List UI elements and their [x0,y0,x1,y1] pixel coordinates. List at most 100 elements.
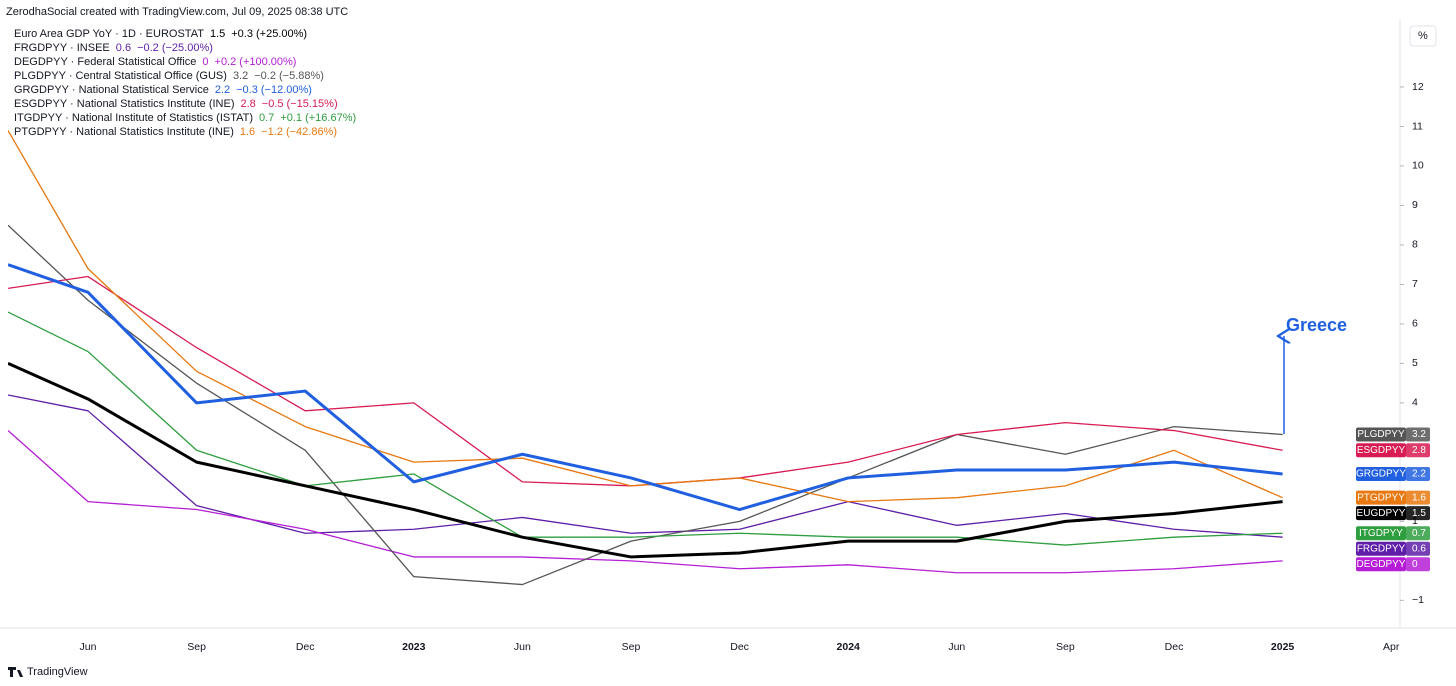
x-tick-label: Jun [948,641,965,653]
legend-description: ESGDPYY · National Statistics Institute … [14,98,234,110]
price-tag-value: 2.8 [1412,445,1426,456]
price-tag-name: ITGDPYY [1359,528,1403,539]
series-line [8,362,1283,559]
brand: TradingView [27,666,88,678]
unit-label: % [1418,30,1428,42]
x-tick-label: Jun [80,641,97,653]
y-tick-label: 8 [1412,239,1418,251]
legend-entry: Euro Area GDP YoY · 1D · EUROSTAT 1.5 +0.3… [14,28,307,40]
price-tag-name-box [1356,427,1406,442]
legend-value: 0 [202,56,208,68]
price-tag-value-box [1406,466,1430,481]
x-tick-label: 2025 [1271,641,1295,653]
price-tag-value: 2.2 [1412,469,1426,480]
legend-description: Euro Area GDP YoY · 1D · EUROSTAT [14,28,204,40]
legend-value: 2.8 [240,98,255,110]
x-tick-label: Apr [1383,641,1400,653]
price-tag-name: EUGDPYY [1357,508,1406,519]
legend-change: +0.3 (+25.00%) [231,28,307,40]
price-tag-name-box [1356,506,1406,521]
price-tag-value-box [1406,490,1430,505]
x-tick-label: Sep [187,641,206,653]
legend-change: +0.1 (+16.67%) [280,112,356,124]
legend-entry: ESGDPYY · National Statistics Institute … [14,98,338,110]
price-tag-value-box [1406,557,1430,572]
price-tag-value: 0 [1412,559,1418,570]
legend-change: −0.3 (−12.00%) [236,84,312,96]
brand-logo [8,667,23,677]
series-line [8,263,1283,512]
price-tag-value: 0.6 [1412,543,1426,554]
price-tag-value-box [1406,443,1430,458]
legend-value: 0.7 [259,112,274,124]
price-tag-value: 3.2 [1412,429,1426,440]
legend-change: −1.2 (−42.86%) [261,126,337,138]
x-tick-label: 2023 [402,641,426,653]
price-tag-value: 0.7 [1412,528,1426,539]
legend-value: 1.5 [210,28,225,40]
legend-entry: PLGDPYY · Central Statistical Office (GU… [14,70,324,82]
price-tag-value: 1.6 [1412,492,1426,503]
y-tick-label: 5 [1412,357,1418,369]
legend-change: −0.2 (−25.00%) [137,42,213,54]
legend-entry: GRGDPYY · National Statistical Service 2.… [14,84,312,96]
price-tag-name: FRGDPYY [1357,543,1406,554]
y-tick-label: 4 [1412,397,1418,409]
legend-entry: DEGDPYY · Federal Statistical Office 0 +0.… [14,56,296,68]
legend-change: −0.2 (−5.88%) [254,70,324,82]
y-tick-label: 12 [1412,81,1424,93]
series-line [8,224,1283,586]
legend-value: 3.2 [233,70,248,82]
legend-value: 1.6 [240,126,255,138]
series-line [8,430,1283,574]
price-tag-name-box [1356,541,1406,556]
price-tag-name: PLGDPYY [1357,429,1405,440]
legend-description: DEGDPYY · Federal Statistical Office [14,56,196,68]
y-tick-label: 11 [1412,120,1423,132]
y-tick-label: 6 [1412,318,1418,330]
legend-description: ITGDPYY · National Institute of Statisti… [14,112,253,124]
x-tick-label: Dec [296,641,315,653]
legend-value: 0.6 [116,42,131,54]
price-tag-value: 1.5 [1412,508,1426,519]
x-tick-label: Sep [1056,641,1075,653]
price-tag-name-box [1356,526,1406,541]
price-tag-name-box [1356,490,1406,505]
legend-description: GRGDPYY · National Statistical Service [14,84,209,96]
legend-change: −0.5 (−15.15%) [262,98,338,110]
legend-description: FRGDPYY · INSEE [14,42,110,54]
price-tag-value-box [1406,541,1430,556]
legend-value: 2.2 [215,84,230,96]
legend-entry: FRGDPYY · INSEE 0.6 −0.2 (−25.00%) [14,42,213,54]
plot-lines [8,130,1283,586]
x-tick-label: 2024 [837,641,861,653]
annotation: Greece [1286,315,1347,335]
price-tag-name-box [1356,466,1406,481]
price-tag-name: ESGDPYY [1357,445,1406,456]
price-tag-name-box [1356,557,1406,572]
price-tag-value-box [1406,427,1430,442]
series-line [8,311,1283,546]
x-tick-label: Sep [622,641,641,653]
legend-description: PTGDPYY · National Statistics Institute … [14,126,234,138]
price-tag-value-box [1406,506,1430,521]
x-tick-label: Dec [1165,641,1184,653]
legend-entry: PTGDPYY · National Statistics Institute … [14,126,337,138]
price-tag-name-box [1356,443,1406,458]
price-tag-name: PTGDPYY [1357,492,1405,503]
y-tick-label: −1 [1412,594,1424,606]
y-tick-label: 1 [1412,515,1418,527]
legend-entry: ITGDPYY · National Institute of Statisti… [14,112,356,124]
x-tick-label: Jun [514,641,531,653]
legend-change: +0.2 (+100.00%) [215,56,297,68]
x-tick-label: Dec [730,641,749,653]
unit-box [1409,25,1437,47]
series-line [8,130,1283,503]
legend-description: PLGDPYY · Central Statistical Office (GU… [14,70,227,82]
y-tick-label: 9 [1412,199,1418,211]
price-tag-value-box [1406,526,1430,541]
series-line [8,394,1283,538]
y-tick-label: 10 [1412,160,1424,172]
